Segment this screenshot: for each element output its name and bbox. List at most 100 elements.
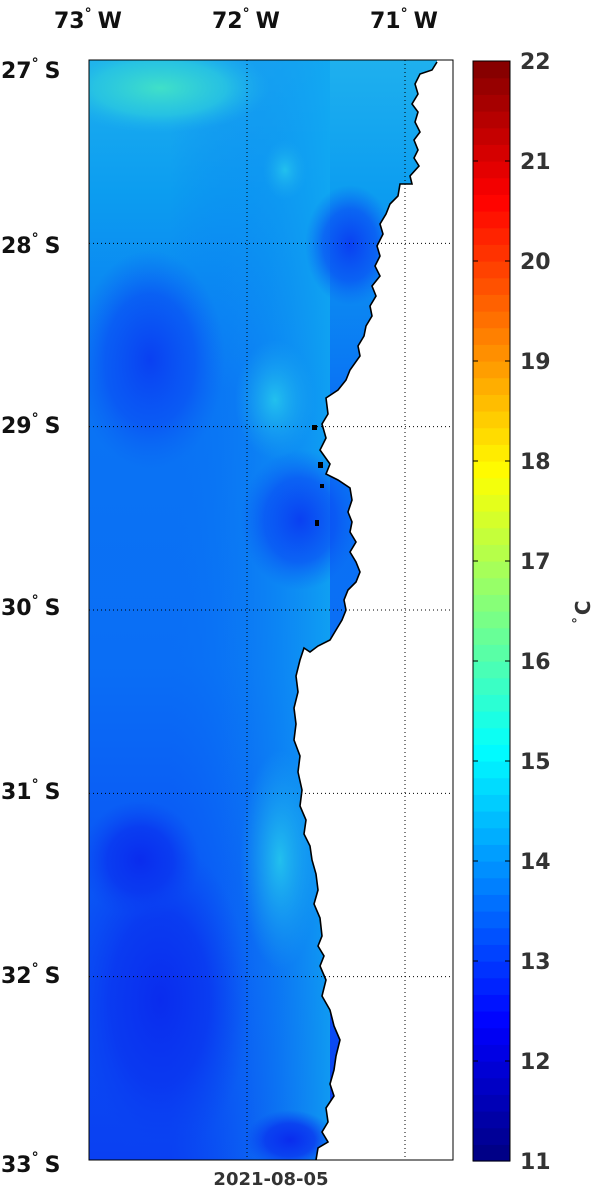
- colorbar-band: [473, 627, 510, 645]
- lat-label-27s: 27° S: [1, 56, 60, 84]
- colorbar-tick-label: 21: [520, 150, 551, 175]
- colorbar-band: [473, 861, 510, 879]
- colorbar-band: [473, 194, 510, 212]
- map-gridlines: [89, 60, 453, 1160]
- colorbar-band: [473, 177, 510, 195]
- lat-label-30s: 30° S: [1, 593, 60, 621]
- sea-surface-temperature-field: [89, 60, 437, 1160]
- colorbar-frame: [472, 60, 511, 1162]
- colorbar-band: [473, 977, 510, 995]
- colorbar-band: [473, 877, 510, 895]
- colorbar-tick-label: 19: [520, 350, 551, 375]
- colorbar-band: [473, 261, 510, 279]
- colorbar-tick-label: 15: [520, 750, 551, 775]
- lat-label-32s: 32° S: [1, 961, 60, 989]
- colorbar-band: [473, 211, 510, 229]
- colorbar-band: [473, 344, 510, 362]
- colorbar-tick-label: 13: [520, 950, 551, 975]
- colorbar-band: [473, 894, 510, 912]
- colorbar-tick-label: 11: [520, 1150, 551, 1175]
- lat-label-33s: 33° S: [1, 1150, 60, 1178]
- colorbar-band: [473, 411, 510, 429]
- colorbar-band: [473, 1127, 510, 1145]
- colorbar-band: [473, 477, 510, 495]
- map-frame: [88, 59, 454, 1161]
- lat-label-29s: 29° S: [1, 411, 60, 439]
- colorbar-band: [473, 1027, 510, 1045]
- colorbar-band: [473, 244, 510, 262]
- colorbar-band: [473, 377, 510, 395]
- colorbar-band: [473, 277, 510, 295]
- colorbar-tick-label: 16: [520, 650, 551, 675]
- latitude-tick-labels: 27° S 28° S 29° S 30° S 31° S 32° S 33° S: [1, 56, 60, 1178]
- colorbar-band: [473, 1094, 510, 1112]
- colorbar-band: [473, 494, 510, 512]
- colorbar-band: [473, 227, 510, 245]
- colorbar-band: [473, 361, 510, 379]
- date-label: 2021-08-05: [213, 1169, 328, 1188]
- colorbar-band: [473, 927, 510, 945]
- colorbar-band: [473, 994, 510, 1012]
- colorbar-band: [473, 611, 510, 629]
- colorbar-band: [473, 1044, 510, 1062]
- colorbar-band: [473, 111, 510, 129]
- colorbar-band: [473, 327, 510, 345]
- colorbar-band: [473, 444, 510, 462]
- lat-label-31s: 31° S: [1, 777, 60, 805]
- coastal-islands: [312, 425, 324, 526]
- coastline: [293, 61, 438, 1161]
- colorbar-band: [473, 161, 510, 179]
- colorbar-band: [473, 94, 510, 112]
- colorbar-tick-label: 14: [520, 850, 551, 875]
- lon-label-71w: 71° W: [370, 6, 438, 34]
- colorbar-band: [473, 527, 510, 545]
- colorbar-band: [473, 294, 510, 312]
- colorbar-band: [473, 1077, 510, 1095]
- lon-label-72w: 72° W: [212, 6, 280, 34]
- colorbar-tick-label: 17: [520, 550, 551, 575]
- colorbar-band: [473, 1144, 510, 1162]
- colorbar-band: [473, 144, 510, 162]
- colorbar-band: [473, 727, 510, 745]
- colorbar-bands: [473, 61, 510, 1162]
- colorbar-band: [473, 561, 510, 579]
- colorbar-band: [473, 311, 510, 329]
- colorbar-unit-label: °C: [571, 600, 593, 623]
- colorbar-band: [473, 677, 510, 695]
- colorbar-band: [473, 961, 510, 979]
- colorbar-band: [473, 911, 510, 929]
- colorbar-band: [473, 427, 510, 445]
- colorbar-band: [473, 461, 510, 479]
- colorbar-band: [473, 594, 510, 612]
- colorbar-band: [473, 394, 510, 412]
- colorbar-band: [473, 694, 510, 712]
- colorbar-tick-label: 22: [520, 50, 551, 75]
- colorbar-band: [473, 644, 510, 662]
- lat-label-28s: 28° S: [1, 231, 60, 259]
- lon-label-73w: 73° W: [54, 6, 122, 34]
- colorbar-tick-label: 12: [520, 1050, 551, 1075]
- colorbar-band: [473, 711, 510, 729]
- colorbar-band: [473, 761, 510, 779]
- colorbar-band: [473, 544, 510, 562]
- colorbar-band: [473, 944, 510, 962]
- colorbar-band: [473, 777, 510, 795]
- colorbar-band: [473, 661, 510, 679]
- longitude-tick-labels: 73° W 72° W 71° W: [54, 6, 438, 34]
- colorbar-band: [473, 744, 510, 762]
- colorbar-band: [473, 827, 510, 845]
- colorbar-band: [473, 577, 510, 595]
- colorbar-band: [473, 844, 510, 862]
- colorbar: 11 12 13 14 15 16 17 18 19 20 21 22 °C: [472, 50, 593, 1175]
- colorbar-band: [473, 1011, 510, 1029]
- colorbar-tick-label: 18: [520, 450, 551, 475]
- colorbar-band: [473, 794, 510, 812]
- colorbar-band: [473, 77, 510, 95]
- colorbar-band: [473, 811, 510, 829]
- colorbar-band: [473, 1061, 510, 1079]
- colorbar-band: [473, 1111, 510, 1129]
- colorbar-band: [473, 61, 510, 79]
- colorbar-band: [473, 127, 510, 145]
- colorbar-tick-label: 20: [520, 250, 551, 275]
